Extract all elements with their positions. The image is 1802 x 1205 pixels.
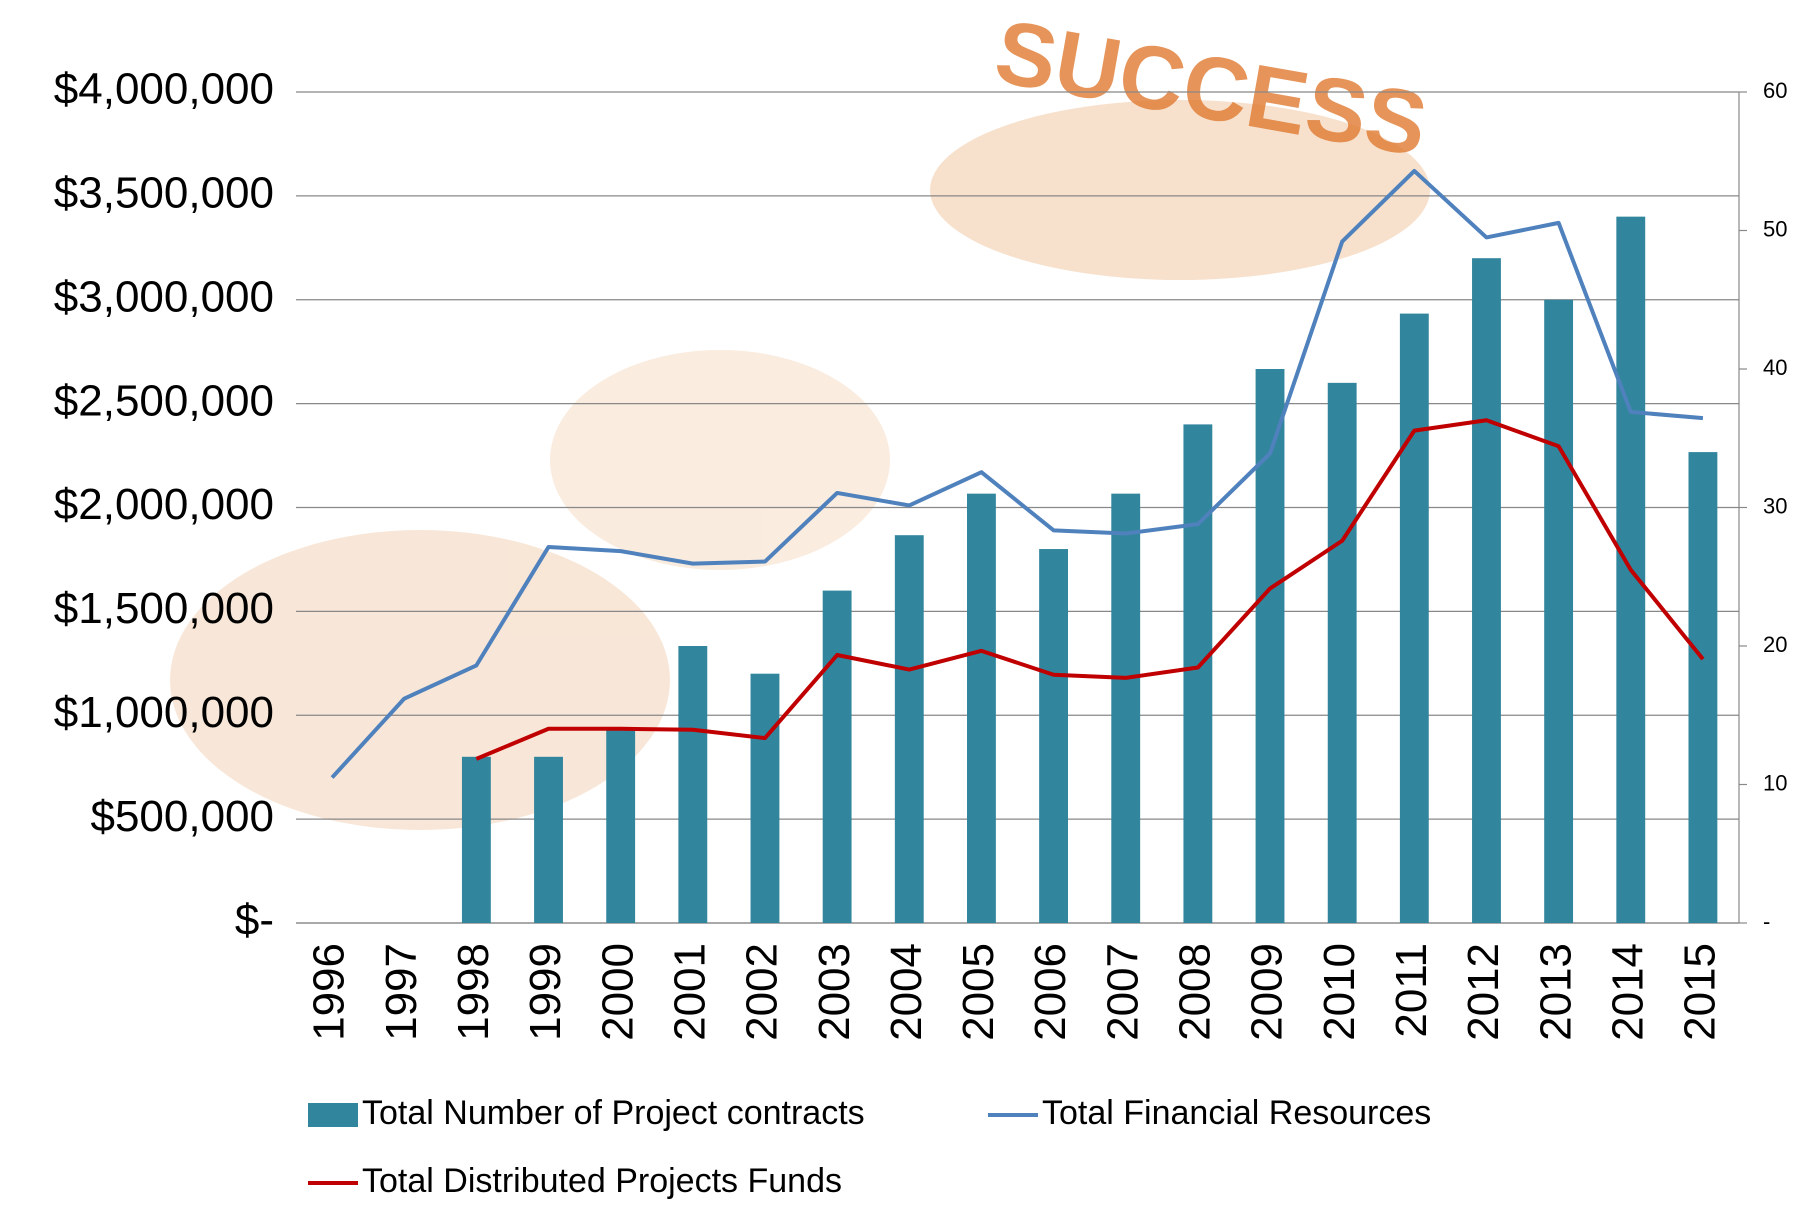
x-tick-label: 1996 [305,943,354,1041]
background-illustration [170,100,1430,830]
x-tick-label: 2009 [1243,943,1292,1041]
bar [1688,452,1717,923]
y-tick-label: $2,000,000 [54,480,274,529]
bar [462,757,491,923]
x-tick-label: 2012 [1459,943,1508,1041]
x-tick-label: 2015 [1676,943,1725,1041]
x-tick-label: 2010 [1315,943,1364,1041]
x-tick-label: 1998 [449,943,498,1041]
x-tick-label: 2008 [1171,943,1220,1041]
x-tick-label: 2003 [810,943,859,1041]
y-tick-label: $1,500,000 [54,584,274,633]
y2-tick-label: 10 [1763,770,1787,795]
x-tick-label: 1999 [521,943,570,1041]
x-tick-label: 2013 [1531,943,1580,1041]
x-tick-label: 2000 [593,943,642,1041]
x-tick-label: 2007 [1098,943,1147,1041]
x-tick-label: 2002 [738,943,787,1041]
bar [967,494,996,923]
y-tick-label: $500,000 [90,792,274,841]
y2-tick-label: - [1763,909,1770,934]
bar [678,646,707,923]
y2-tick-label: 50 [1763,216,1787,241]
bar [1472,258,1501,923]
x-tick-label: 1997 [377,943,426,1041]
legend-label: Total Number of Project contracts [362,1094,865,1132]
bar [1328,383,1357,923]
x-tick-label: 2001 [665,943,714,1041]
bar [1111,494,1140,923]
x-tick-label: 2011 [1387,943,1436,1038]
x-tick-label: 2004 [882,943,931,1041]
y-tick-label: $2,500,000 [54,376,274,425]
bar [1039,549,1068,923]
bar [606,729,635,923]
bar [823,591,852,923]
chart: SUCCESS $-$500,000$1,000,000$1,500,000$2… [0,0,1802,1205]
legend-swatch [308,1103,358,1127]
legend-label: Total Distributed Projects Funds [362,1162,842,1200]
y-tick-label: $3,500,000 [54,169,274,218]
y-tick-label: $1,000,000 [54,688,274,737]
x-tick-label: 2006 [1026,943,1075,1041]
y2-tick-label: 60 [1763,78,1787,103]
y2-tick-label: 40 [1763,355,1787,380]
bar [534,757,563,923]
x-tick-label: 2005 [954,943,1003,1041]
y2-tick-label: 30 [1763,493,1787,518]
y-tick-label: $3,000,000 [54,272,274,321]
bar [751,674,780,923]
y-tick-label: $4,000,000 [54,65,274,114]
y-tick-label: $- [235,896,274,945]
legend-label: Total Financial Resources [1042,1094,1431,1132]
bar [1183,424,1212,923]
bar [895,535,924,923]
bar [1544,300,1573,923]
y2-tick-label: 20 [1763,632,1787,657]
bar [1400,314,1429,923]
x-tick-label: 2014 [1603,943,1652,1041]
